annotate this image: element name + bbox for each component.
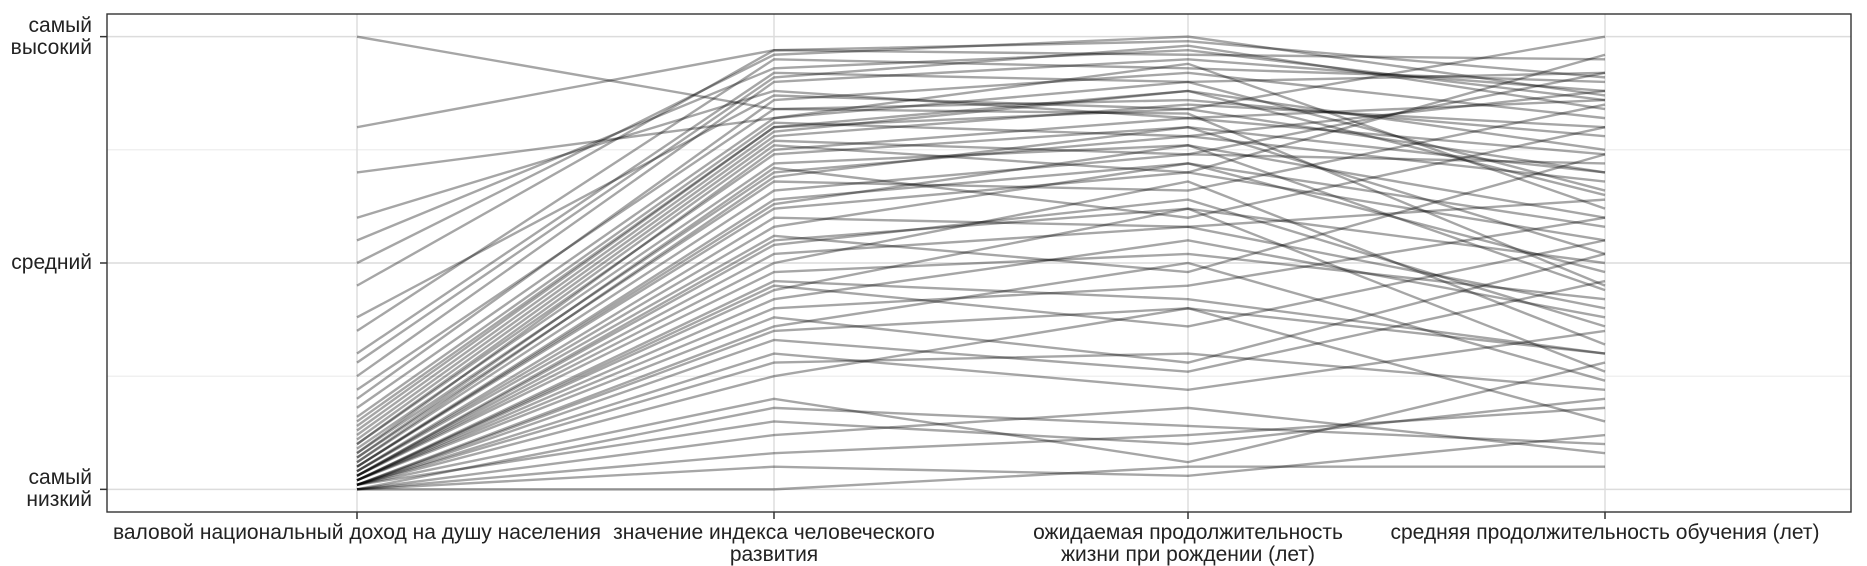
country-line bbox=[356, 71, 1606, 400]
country-line bbox=[356, 198, 1606, 477]
country-line bbox=[356, 397, 1606, 487]
country-line bbox=[356, 35, 1606, 265]
country-line bbox=[356, 279, 1606, 482]
country-line bbox=[356, 135, 1606, 455]
y-tick-label: самый низкий bbox=[26, 466, 92, 512]
country-line bbox=[356, 144, 1606, 468]
x-tick-label: валовой национальный доход на душу насел… bbox=[112, 521, 602, 544]
country-line bbox=[356, 144, 1606, 450]
country-line bbox=[356, 361, 1606, 487]
country-line bbox=[356, 207, 1606, 482]
x-tick-label: средняя продолжительность обучения (лет) bbox=[1390, 521, 1820, 544]
country-line bbox=[356, 153, 1606, 473]
country-line bbox=[356, 53, 1606, 446]
country-line bbox=[356, 125, 1606, 464]
country-line bbox=[356, 44, 1606, 364]
x-tick-label: значение индекса человеческого развития bbox=[613, 521, 935, 566]
country-line bbox=[356, 261, 1606, 486]
country-line bbox=[356, 329, 1606, 486]
country-line bbox=[356, 239, 1606, 482]
country-line bbox=[356, 62, 1606, 210]
country-line bbox=[356, 239, 1606, 482]
country-line bbox=[356, 216, 1606, 482]
country-line bbox=[356, 153, 1606, 464]
country-line bbox=[356, 58, 1606, 332]
x-tick-label: ожидаемая продолжительность жизни при ро… bbox=[1033, 521, 1343, 566]
country-line bbox=[356, 207, 1606, 477]
country-line bbox=[356, 198, 1606, 477]
country-line bbox=[356, 126, 1606, 459]
country-line bbox=[356, 125, 1606, 446]
country-line bbox=[356, 162, 1606, 473]
country-line bbox=[356, 71, 1606, 441]
country-line bbox=[356, 406, 1606, 491]
country-line bbox=[356, 352, 1606, 486]
country-line bbox=[356, 279, 1606, 486]
country-line bbox=[356, 49, 1606, 287]
country-line bbox=[356, 35, 1606, 427]
country-line bbox=[356, 80, 1606, 409]
country-line bbox=[356, 216, 1606, 473]
country-line bbox=[356, 162, 1606, 468]
country-line bbox=[356, 89, 1606, 418]
country-line bbox=[356, 89, 1606, 219]
country-line bbox=[356, 58, 1606, 378]
y-tick-label: самый высокий bbox=[10, 13, 92, 59]
country-line bbox=[356, 98, 1606, 455]
country-line bbox=[356, 252, 1606, 477]
country-line bbox=[356, 180, 1606, 477]
country-line bbox=[356, 39, 1606, 129]
country-line bbox=[356, 89, 1606, 423]
country-line bbox=[356, 103, 1606, 437]
country-line bbox=[356, 307, 1606, 486]
country-line bbox=[356, 433, 1606, 491]
country-line bbox=[356, 94, 1606, 319]
country-line bbox=[356, 49, 1606, 242]
country-line bbox=[356, 406, 1606, 491]
country-line bbox=[356, 252, 1606, 482]
country-line bbox=[356, 35, 1606, 287]
country-line bbox=[357, 465, 1605, 491]
country-line bbox=[356, 171, 1606, 468]
country-line bbox=[356, 103, 1606, 459]
country-line bbox=[356, 307, 1606, 486]
country-line bbox=[356, 89, 1606, 432]
y-tick-label: средний bbox=[11, 251, 92, 274]
plot-frame bbox=[106, 13, 1852, 513]
country-line bbox=[356, 98, 1606, 391]
country-line bbox=[356, 406, 1606, 491]
country-line bbox=[356, 71, 1606, 355]
